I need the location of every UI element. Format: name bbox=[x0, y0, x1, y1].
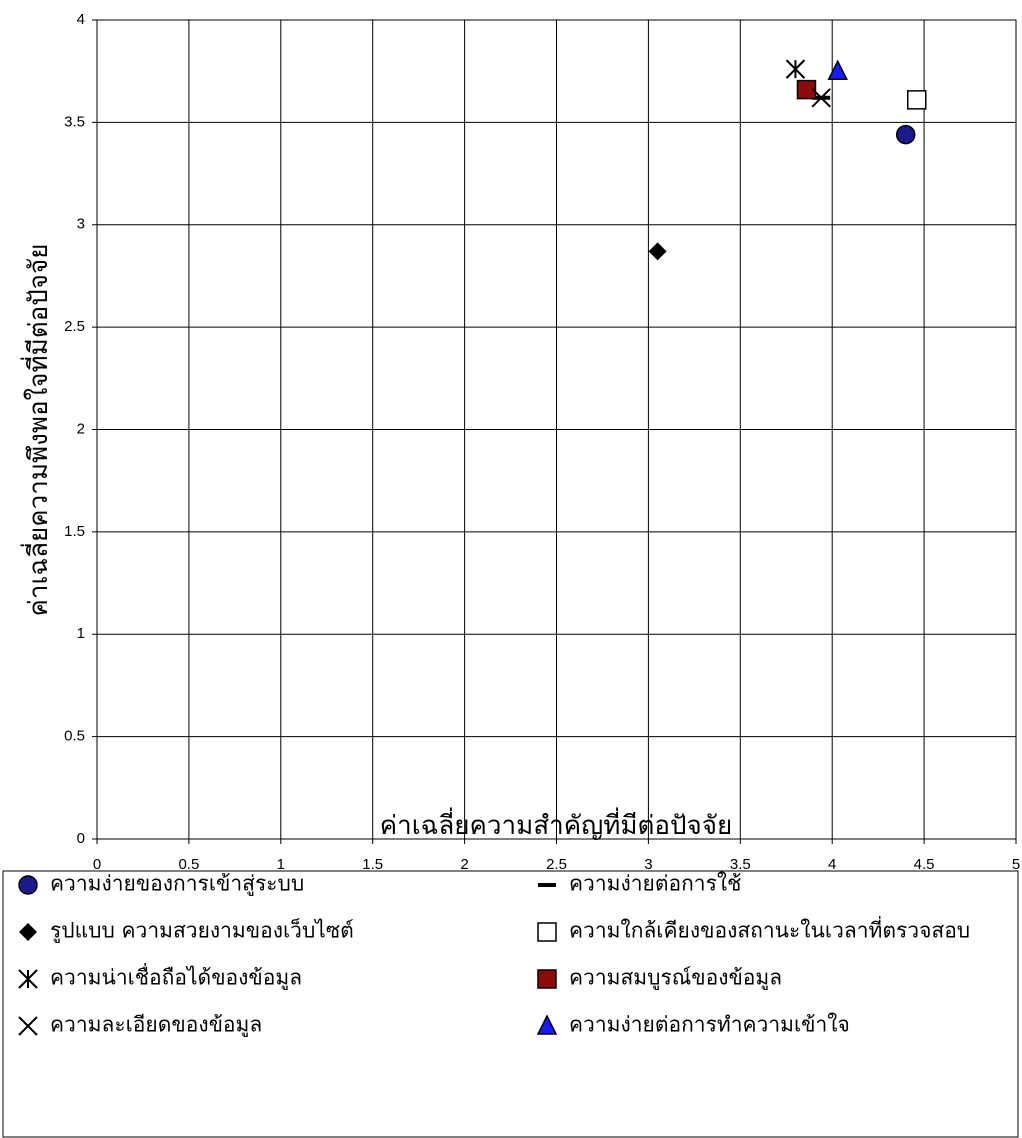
legend-marker bbox=[538, 1016, 556, 1034]
legend-marker bbox=[538, 923, 556, 941]
point bbox=[908, 91, 926, 109]
y-tick-label: 1.5 bbox=[64, 523, 85, 540]
y-tick-label: 0 bbox=[77, 830, 85, 847]
point bbox=[829, 61, 847, 79]
y-tick-label: 0.5 bbox=[64, 728, 85, 745]
y-tick-label: 1 bbox=[77, 625, 85, 642]
x-tick-label: 0 bbox=[93, 856, 101, 873]
x-tick-label: 1.5 bbox=[362, 856, 383, 873]
point bbox=[897, 126, 915, 144]
legend-marker bbox=[19, 1017, 37, 1035]
x-tick-label: 4.5 bbox=[914, 856, 935, 873]
y-tick-label: 3 bbox=[77, 216, 85, 233]
legend-box bbox=[3, 871, 1018, 1137]
x-tick-label: 5 bbox=[1012, 856, 1020, 873]
legend-marker bbox=[19, 923, 37, 941]
legend-label: ความใกล้เคียงของสถานะในเวลาที่ตรวจสอบ bbox=[569, 916, 970, 943]
legend-marker bbox=[19, 970, 37, 988]
legend-marker bbox=[538, 970, 556, 988]
legend-label: ความสมบูรณ์ของข้อมูล bbox=[569, 966, 782, 991]
x-tick-label: 3 bbox=[644, 856, 652, 873]
x-tick-label: 2.5 bbox=[546, 856, 567, 873]
legend-label: ความง่ายของการเข้าสู่ระบบ bbox=[50, 872, 304, 897]
legend-label: ความน่าเชื่อถือได้ของข้อมูล bbox=[50, 963, 302, 991]
legend-label: รูปแบบ ความสวยงามของเว็บไซต์ bbox=[50, 917, 354, 944]
y-axis-title: ค่าเฉลี่ยความพึงพอใจที่มีต่อปัจจัย bbox=[20, 244, 54, 617]
point bbox=[786, 60, 804, 78]
x-tick-label: 1 bbox=[277, 856, 285, 873]
y-tick-label: 4 bbox=[77, 11, 85, 28]
y-tick-label: 2 bbox=[77, 420, 85, 437]
legend-label: ความง่ายต่อการใช้ bbox=[569, 872, 741, 896]
x-tick-label: 2 bbox=[460, 856, 468, 873]
y-tick-label: 2.5 bbox=[64, 318, 85, 335]
x-tick-label: 4 bbox=[828, 856, 836, 873]
chart: ค่าเฉลี่ยความสำคัญที่มีต่อปัจจัย ค่าเฉลี… bbox=[0, 0, 1022, 1138]
legend-label: ความละเอียดของข้อมูล bbox=[50, 1013, 262, 1038]
y-tick-label: 3.5 bbox=[64, 113, 85, 130]
point bbox=[649, 242, 667, 260]
x-tick-label: 3.5 bbox=[730, 856, 751, 873]
legend-label: ความง่ายต่อการทำความเข้าใจ bbox=[569, 1013, 850, 1037]
legend-marker bbox=[19, 876, 37, 894]
x-tick-label: 0.5 bbox=[178, 856, 199, 873]
